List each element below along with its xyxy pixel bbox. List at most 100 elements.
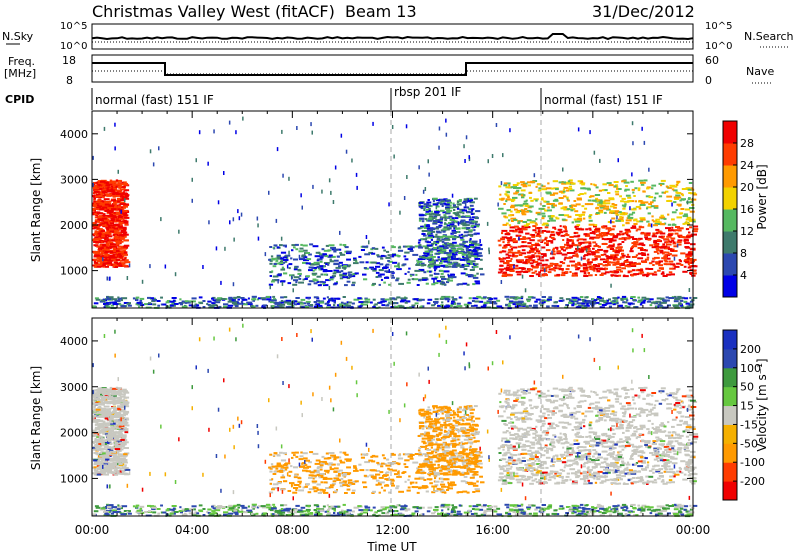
power-point-2375 xyxy=(652,232,658,235)
power-point-1026 xyxy=(336,281,338,284)
power-point-3679 xyxy=(512,303,516,306)
power-point-3095 xyxy=(648,196,654,199)
power-point-3410 xyxy=(527,296,534,299)
power-point-2788 xyxy=(549,235,552,238)
velocity-point-157 xyxy=(105,457,109,460)
power-point-2001 xyxy=(575,249,582,252)
power-point-2826 xyxy=(634,218,638,221)
power-point-1308 xyxy=(475,282,481,285)
power-point-3697 xyxy=(480,305,486,308)
power-point-327 xyxy=(109,242,114,244)
power-point-2866 xyxy=(603,211,607,214)
power-point-2269 xyxy=(638,272,643,275)
power-point-2665 xyxy=(599,274,604,276)
power-point-4144 xyxy=(240,212,243,217)
power-point-1715 xyxy=(448,245,455,248)
power-point-3477 xyxy=(478,300,484,303)
power-point-2839 xyxy=(615,193,620,196)
power-point-1171 xyxy=(340,253,344,256)
power-point-3667 xyxy=(374,303,378,306)
power-point-1755 xyxy=(445,207,450,210)
power-point-2536 xyxy=(631,245,638,248)
power-point-1827 xyxy=(432,203,439,206)
power-point-4061 xyxy=(676,243,679,248)
power-point-3547 xyxy=(370,301,373,304)
power-point-381 xyxy=(114,266,119,268)
power-point-3241 xyxy=(587,199,591,202)
velocity-point-607 xyxy=(118,411,121,414)
power-point-784 xyxy=(114,189,121,192)
power-point-2874 xyxy=(676,216,682,219)
power-point-427 xyxy=(103,198,110,201)
power-point-4150 xyxy=(223,171,225,175)
power-point-4030 xyxy=(488,247,490,252)
power-point-3288 xyxy=(607,192,611,194)
power-point-2900 xyxy=(587,203,594,206)
power-point-2194 xyxy=(651,246,657,249)
power-point-2474 xyxy=(575,253,578,256)
velocity-point-158 xyxy=(116,455,123,458)
velocity-point-614 xyxy=(92,415,97,418)
power-point-2668 xyxy=(593,269,596,272)
power-point-2286 xyxy=(565,232,568,235)
power-point-3970 xyxy=(318,304,323,307)
power-point-3242 xyxy=(689,201,693,203)
power-point-1269 xyxy=(319,256,324,259)
power-point-3019 xyxy=(646,187,650,190)
power-point-3226 xyxy=(520,183,527,186)
power-point-1665 xyxy=(449,219,456,222)
power-point-1645 xyxy=(449,251,452,254)
power-point-3726 xyxy=(285,299,292,302)
power-point-2605 xyxy=(600,234,605,237)
power-point-1950 xyxy=(643,252,646,255)
power-point-3721 xyxy=(605,302,609,305)
power-point-398 xyxy=(104,208,111,211)
power-point-878 xyxy=(123,221,129,224)
power-point-2342 xyxy=(556,250,561,253)
power-point-1890 xyxy=(465,215,471,218)
power-point-3984 xyxy=(400,297,406,300)
power-point-4004 xyxy=(215,246,218,251)
power-point-3014 xyxy=(665,190,669,193)
power-point-1352 xyxy=(441,283,446,286)
power-point-756 xyxy=(93,204,99,207)
power-point-1583 xyxy=(454,206,459,209)
power-point-1231 xyxy=(339,274,345,277)
power-point-778 xyxy=(109,204,114,207)
power-point-3864 xyxy=(673,300,679,303)
power-point-2355 xyxy=(512,230,518,233)
power-point-2696 xyxy=(560,231,564,234)
power-point-2120 xyxy=(540,246,546,249)
power-point-2634 xyxy=(595,250,599,252)
power-point-3612 xyxy=(640,301,646,304)
power-point-3490 xyxy=(223,305,228,308)
power-point-548 xyxy=(92,195,95,198)
power-point-675 xyxy=(110,190,116,193)
power-point-3737 xyxy=(404,301,408,304)
power-point-1847 xyxy=(452,204,456,207)
power-point-1497 xyxy=(455,214,461,217)
power-point-3239 xyxy=(687,188,692,191)
power-point-2781 xyxy=(607,261,612,264)
power-point-2629 xyxy=(552,263,556,266)
power-point-3100 xyxy=(636,220,640,223)
velocity-point-7 xyxy=(92,420,96,423)
power-point-3903 xyxy=(367,301,370,304)
power-point-3497 xyxy=(558,299,564,302)
power-point-1785 xyxy=(456,258,459,260)
power-point-1000 xyxy=(397,249,404,252)
power-point-1006 xyxy=(288,263,293,266)
power-point-3264 xyxy=(689,207,695,209)
power-point-1381 xyxy=(322,253,327,256)
power-point-3949 xyxy=(313,296,319,299)
power-point-1343 xyxy=(363,267,367,269)
power-point-2453 xyxy=(644,258,649,261)
power-point-2531 xyxy=(531,254,535,257)
power-point-1718 xyxy=(429,213,432,216)
power-point-3593 xyxy=(577,304,584,307)
power-point-4037 xyxy=(310,122,312,127)
power-point-1593 xyxy=(464,234,468,237)
power-point-4052 xyxy=(164,264,167,269)
power-point-1666 xyxy=(449,223,455,226)
power-point-2675 xyxy=(625,231,629,234)
